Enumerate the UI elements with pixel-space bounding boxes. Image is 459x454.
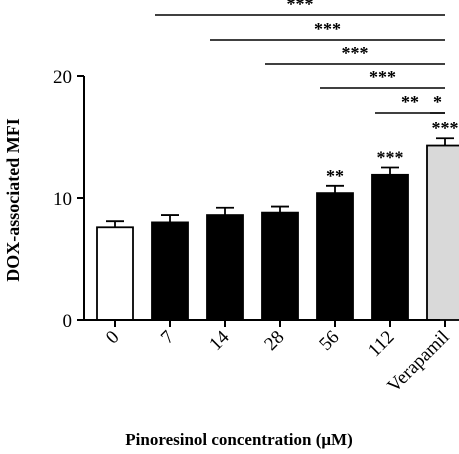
comparison-label: *** [369, 67, 396, 87]
y-tick-label: 0 [63, 311, 73, 332]
bar-significance-label: *** [377, 148, 404, 168]
y-ticks-group: 0 10 20 [53, 67, 84, 332]
bar [316, 192, 354, 321]
y-axis-label: DOX-associated MFI [3, 118, 23, 281]
y-tick-label: 20 [53, 67, 72, 88]
x-tick-label: 28 [260, 327, 288, 355]
comparison-label: * [433, 92, 442, 112]
bar-significance-group: ******** [326, 118, 459, 186]
x-axis-label: Pinoresinol concentration (μM) [125, 430, 352, 449]
y-tick-label: 10 [53, 189, 72, 210]
comparison-label: *** [287, 0, 314, 14]
comparison-label: ** [401, 92, 419, 112]
x-tick-label: 14 [205, 326, 234, 355]
bars-group [96, 144, 459, 321]
error-bars-group [106, 137, 454, 228]
comparison-label: *** [314, 19, 341, 39]
x-tick-label: 0 [102, 327, 124, 349]
bar [151, 221, 189, 321]
significance-brackets: ************** * [155, 0, 445, 114]
bar [261, 211, 299, 321]
bar [206, 214, 244, 321]
x-tick-label: 112 [364, 327, 399, 362]
bar [371, 173, 409, 321]
x-tick-label: 7 [157, 327, 179, 349]
comparison-label: *** [342, 43, 369, 63]
x-tick-label: 56 [315, 327, 343, 355]
bar [96, 226, 134, 321]
bar-significance-label: *** [432, 118, 459, 138]
bar-significance-label: ** [326, 166, 344, 186]
bar [426, 144, 459, 321]
